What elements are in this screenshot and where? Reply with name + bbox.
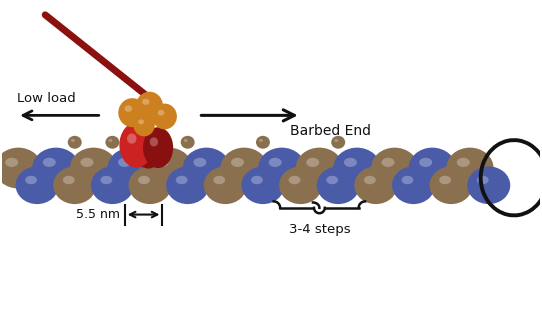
Ellipse shape (259, 139, 263, 142)
Ellipse shape (91, 166, 134, 204)
Ellipse shape (138, 176, 150, 184)
Ellipse shape (71, 139, 75, 142)
Ellipse shape (193, 158, 207, 167)
Ellipse shape (326, 176, 338, 184)
Ellipse shape (256, 136, 270, 149)
Ellipse shape (334, 139, 338, 142)
Ellipse shape (16, 166, 59, 204)
Ellipse shape (68, 136, 82, 149)
Ellipse shape (180, 136, 195, 149)
Ellipse shape (214, 176, 225, 184)
Ellipse shape (105, 136, 119, 149)
Text: 3-4 steps: 3-4 steps (288, 223, 350, 236)
Ellipse shape (33, 148, 80, 188)
Ellipse shape (119, 122, 154, 168)
Ellipse shape (136, 92, 163, 120)
Ellipse shape (446, 148, 494, 188)
Ellipse shape (231, 158, 244, 167)
Ellipse shape (25, 176, 37, 184)
Ellipse shape (118, 98, 146, 127)
Ellipse shape (142, 99, 150, 105)
Text: Barbed End: Barbed End (290, 124, 371, 138)
Text: Low load: Low load (17, 92, 76, 105)
Ellipse shape (80, 158, 93, 167)
Ellipse shape (158, 110, 164, 116)
Ellipse shape (344, 158, 357, 167)
Ellipse shape (289, 176, 300, 184)
Ellipse shape (402, 176, 414, 184)
Ellipse shape (53, 166, 96, 204)
Ellipse shape (43, 158, 56, 167)
Ellipse shape (166, 166, 209, 204)
Ellipse shape (108, 139, 112, 142)
Ellipse shape (306, 158, 319, 167)
Ellipse shape (354, 166, 397, 204)
Ellipse shape (138, 119, 144, 124)
Ellipse shape (467, 166, 510, 204)
Ellipse shape (70, 148, 117, 188)
Ellipse shape (156, 158, 169, 167)
Ellipse shape (204, 166, 247, 204)
Ellipse shape (331, 136, 345, 149)
Ellipse shape (279, 166, 322, 204)
Ellipse shape (118, 158, 131, 167)
Ellipse shape (133, 114, 155, 136)
Ellipse shape (125, 105, 132, 112)
Ellipse shape (439, 176, 451, 184)
Ellipse shape (457, 158, 470, 167)
Ellipse shape (269, 158, 282, 167)
Ellipse shape (392, 166, 435, 204)
Ellipse shape (107, 148, 155, 188)
Ellipse shape (477, 176, 489, 184)
Ellipse shape (176, 176, 188, 184)
Ellipse shape (152, 104, 177, 129)
Ellipse shape (296, 148, 343, 188)
Ellipse shape (0, 148, 42, 188)
Ellipse shape (409, 148, 456, 188)
Ellipse shape (371, 148, 418, 188)
Ellipse shape (430, 166, 473, 204)
Ellipse shape (221, 148, 268, 188)
Ellipse shape (317, 166, 360, 204)
Ellipse shape (183, 148, 230, 188)
Ellipse shape (128, 166, 171, 204)
Ellipse shape (150, 137, 158, 147)
Ellipse shape (127, 133, 137, 144)
Ellipse shape (145, 148, 192, 188)
Ellipse shape (139, 151, 158, 169)
Ellipse shape (241, 166, 285, 204)
Ellipse shape (143, 156, 149, 160)
Ellipse shape (419, 158, 432, 167)
Ellipse shape (184, 139, 188, 142)
Ellipse shape (5, 158, 18, 167)
Ellipse shape (258, 148, 305, 188)
Ellipse shape (143, 127, 173, 168)
Ellipse shape (63, 176, 75, 184)
Ellipse shape (364, 176, 376, 184)
Text: 5.5 nm: 5.5 nm (76, 208, 120, 221)
Ellipse shape (100, 176, 112, 184)
Ellipse shape (382, 158, 395, 167)
Ellipse shape (251, 176, 263, 184)
Ellipse shape (333, 148, 380, 188)
